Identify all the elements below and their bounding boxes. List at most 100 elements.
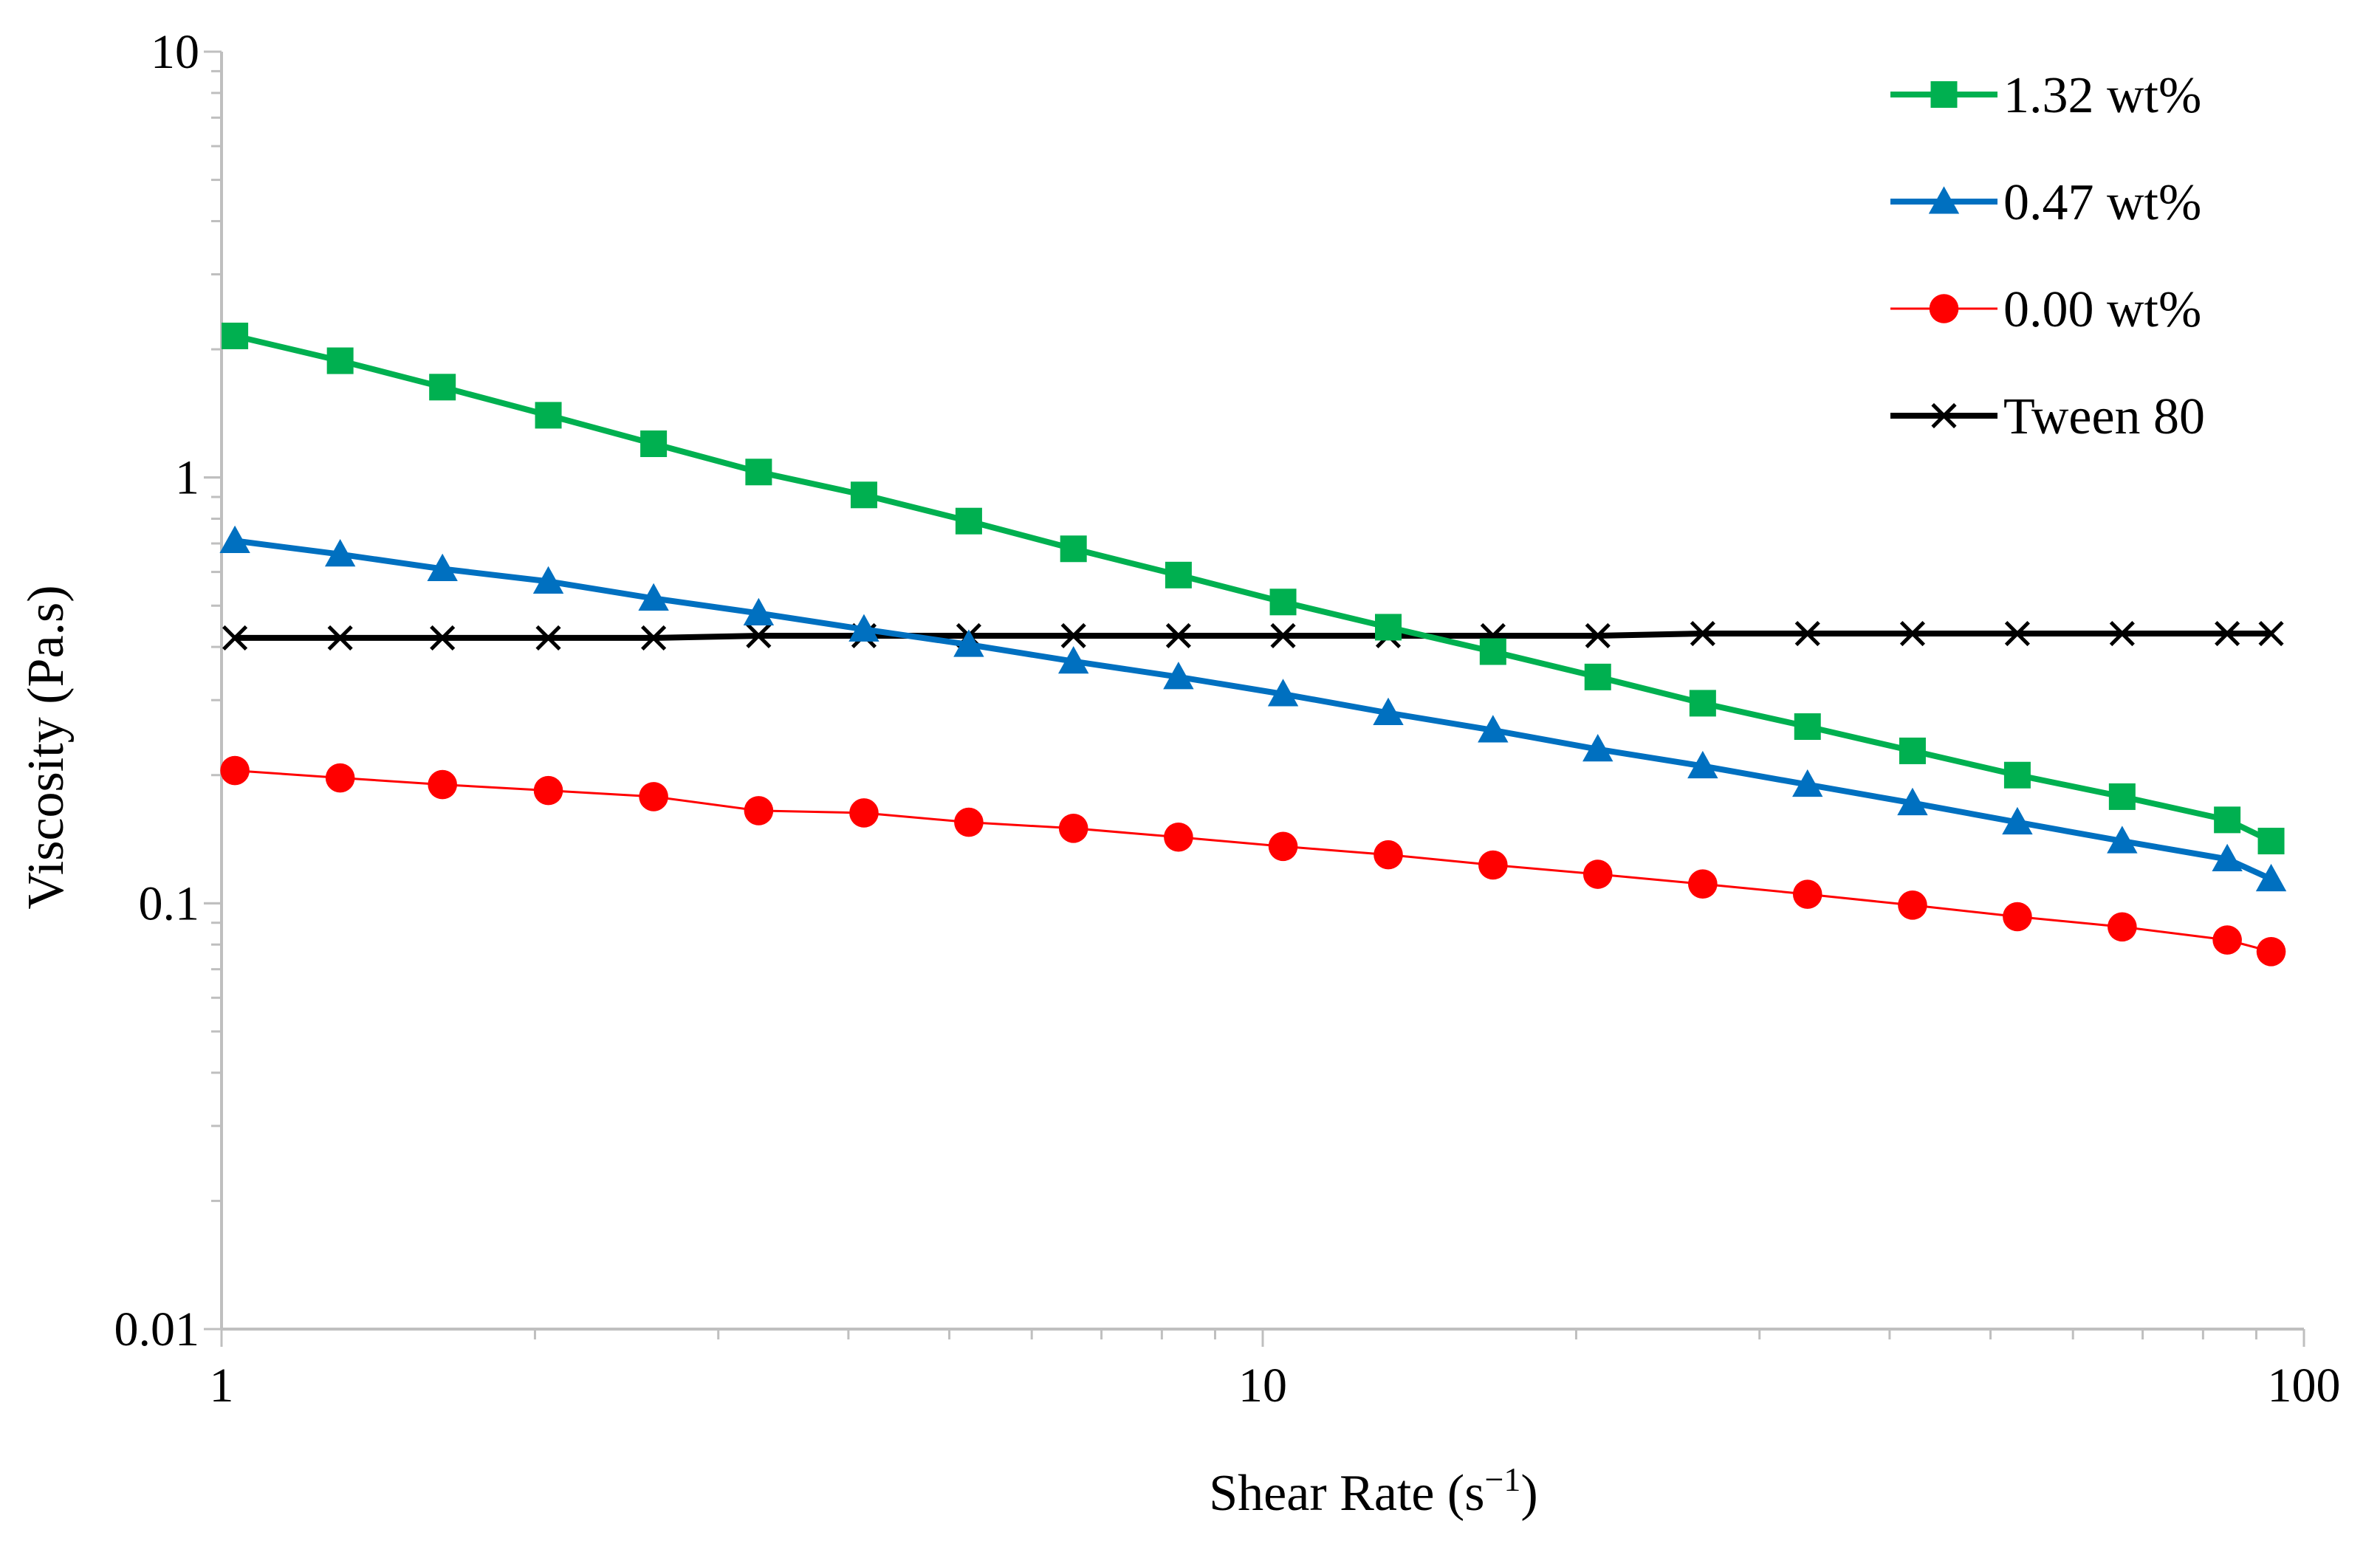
- data-point-0-47-wt: [1478, 715, 1509, 743]
- x-tick-label: 100: [2268, 1359, 2341, 1413]
- y-tick-label: 0.1: [139, 876, 200, 930]
- legend-marker: [1930, 81, 1958, 108]
- data-point-1-32-wt: [535, 402, 562, 429]
- data-point-0-00-wt: [1688, 869, 1718, 899]
- data-point-tween-80: [1899, 620, 1926, 647]
- data-point-0-47-wt: [1373, 697, 1404, 726]
- data-point-tween-80: [1794, 620, 1820, 647]
- x-axis-title-text: Shear Rate (s: [1209, 1465, 1484, 1522]
- data-point-tween-80: [2109, 620, 2135, 647]
- data-point-0-00-wt: [533, 775, 563, 806]
- x-axis-title-close: ): [1520, 1465, 1537, 1522]
- data-point-0-00-wt: [1374, 840, 1403, 870]
- data-point-1-32-wt: [640, 430, 668, 458]
- data-point-tween-80: [535, 625, 561, 651]
- data-point-0-00-wt: [2212, 925, 2242, 955]
- data-point-0-00-wt: [1898, 890, 1927, 920]
- data-point-0-47-wt: [1163, 662, 1194, 690]
- data-point-1-32-wt: [2108, 783, 2136, 810]
- x-axis-title-sup: −1: [1484, 1461, 1520, 1498]
- y-tick-label: 0.01: [114, 1303, 200, 1356]
- legend-marker: [1928, 186, 1960, 214]
- data-point-0-00-wt: [2256, 936, 2286, 967]
- data-point-1-32-wt: [850, 481, 877, 509]
- data-point-0-00-wt: [2108, 912, 2137, 942]
- data-point-1-32-wt: [955, 507, 982, 535]
- data-point-0-00-wt: [639, 782, 668, 811]
- data-point-0-47-wt: [743, 597, 775, 626]
- legend-item-0-00-wt: 0.00 wt%: [1890, 281, 2201, 338]
- legend-label: 0.00 wt%: [2003, 281, 2201, 338]
- series-line-tween-80: [235, 631, 2271, 641]
- data-point-0-00-wt: [1478, 850, 1508, 880]
- data-point-0-47-wt: [1057, 645, 1089, 674]
- data-point-tween-80: [222, 625, 248, 651]
- data-point-1-32-wt: [1165, 561, 1192, 588]
- data-point-1-32-wt: [1479, 638, 1506, 665]
- data-point-0-47-wt: [2002, 806, 2033, 835]
- data-point-1-32-wt: [2003, 761, 2031, 789]
- x-tick-label: 1: [210, 1359, 234, 1413]
- legend-item-0-47-wt: 0.47 wt%: [1890, 174, 2201, 231]
- data-point-0-47-wt: [1687, 750, 1718, 779]
- data-point-tween-80: [1060, 622, 1086, 649]
- data-point-0-00-wt: [220, 755, 250, 786]
- series-tween-80: [222, 620, 2284, 651]
- series-0-47-wt: [219, 525, 2287, 892]
- data-point-tween-80: [1585, 622, 1611, 649]
- data-point-0-00-wt: [2003, 902, 2032, 932]
- data-point-0-00-wt: [1058, 813, 1088, 843]
- data-point-tween-80: [2004, 620, 2030, 647]
- data-point-0-47-wt: [848, 614, 879, 642]
- legend-label: 1.32 wt%: [2003, 67, 2201, 124]
- legend-label: 0.47 wt%: [2003, 174, 2201, 231]
- data-point-1-32-wt: [1060, 535, 1087, 563]
- series-1-32-wt: [222, 322, 2285, 855]
- legend: 1.32 wt% 0.47 wt% 0.00 wt% Tween 80: [1890, 67, 2205, 445]
- data-point-0-00-wt: [1164, 822, 1193, 852]
- data-point-0-47-wt: [1267, 679, 1299, 707]
- x-tick-label: 10: [1238, 1359, 1287, 1413]
- data-point-0-00-wt: [744, 796, 774, 826]
- data-point-0-47-wt: [427, 553, 458, 582]
- data-point-tween-80: [2215, 620, 2240, 647]
- data-point-tween-80: [327, 625, 353, 651]
- data-point-0-00-wt: [325, 763, 355, 793]
- data-point-tween-80: [746, 622, 772, 649]
- series-0-00-wt: [220, 755, 2286, 967]
- data-point-0-47-wt: [2107, 826, 2138, 854]
- data-point-tween-80: [2258, 620, 2284, 647]
- data-point-0-47-wt: [1897, 787, 1928, 816]
- data-point-0-47-wt: [2212, 843, 2243, 872]
- legend-item-1-32-wt: 1.32 wt%: [1890, 67, 2201, 124]
- data-point-0-00-wt: [1792, 879, 1822, 909]
- data-point-0-00-wt: [849, 798, 879, 828]
- data-point-tween-80: [430, 625, 456, 651]
- legend-marker: [1931, 402, 1957, 429]
- data-point-tween-80: [1690, 620, 1715, 647]
- data-point-1-32-wt: [2214, 806, 2241, 834]
- data-point-0-00-wt: [954, 807, 984, 837]
- plot-series: [219, 322, 2287, 967]
- data-point-0-47-wt: [953, 629, 984, 657]
- data-point-1-32-wt: [429, 374, 456, 401]
- data-point-0-00-wt: [1268, 831, 1298, 862]
- data-point-0-47-wt: [532, 566, 564, 594]
- data-point-0-47-wt: [2255, 863, 2287, 892]
- data-point-0-47-wt: [1582, 734, 1613, 762]
- y-tick-label: 1: [175, 451, 199, 505]
- data-point-0-47-wt: [219, 525, 250, 554]
- data-point-1-32-wt: [1689, 690, 1716, 717]
- x-axis-title: Shear Rate (s−1): [1209, 1461, 1537, 1522]
- data-point-1-32-wt: [1375, 614, 1402, 641]
- legend-marker: [1929, 294, 1959, 323]
- data-point-1-32-wt: [1584, 663, 1611, 690]
- y-tick-label: 10: [151, 25, 199, 79]
- data-point-1-32-wt: [2257, 828, 2285, 855]
- legend-label: Tween 80: [2003, 388, 2205, 445]
- data-point-1-32-wt: [1794, 713, 1821, 741]
- data-point-0-47-wt: [638, 583, 669, 611]
- data-point-0-47-wt: [1792, 769, 1823, 797]
- data-point-1-32-wt: [326, 347, 354, 374]
